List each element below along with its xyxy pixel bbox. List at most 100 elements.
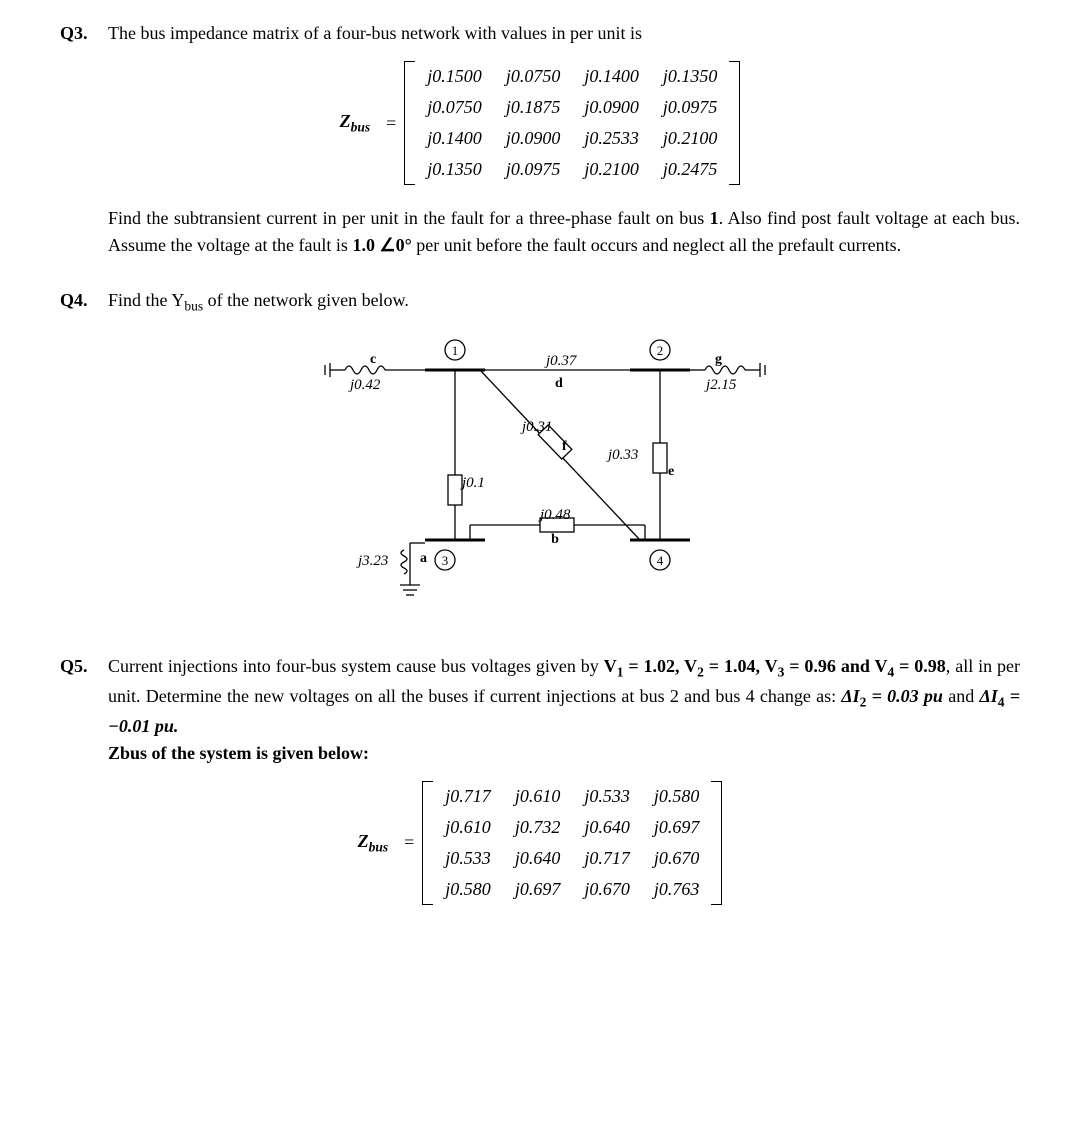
- m-cell: j0.2100: [572, 154, 651, 185]
- m-cell: j0.2533: [572, 123, 651, 154]
- m-cell: j0.610: [503, 781, 573, 812]
- bracket-right: [711, 781, 722, 905]
- q5-body: Current injections into four-bus system …: [108, 653, 1020, 767]
- m-cell: j0.640: [503, 843, 573, 874]
- q3-p1a: Find the subtransient current in per uni…: [108, 208, 710, 228]
- q4-block: Q4. Find the Ybus of the network given b…: [60, 287, 1020, 625]
- zbus-Z: Z: [340, 111, 351, 131]
- lbl-b: b: [551, 532, 559, 547]
- m-cell: j0.2100: [651, 123, 730, 154]
- node-3-label: 3: [442, 553, 449, 568]
- di2: ΔI: [841, 686, 859, 706]
- m-cell: j0.1350: [415, 154, 494, 185]
- q5-head: Q5. Current injections into four-bus sys…: [60, 653, 1020, 767]
- m-cell: j0.580: [642, 781, 712, 812]
- m-cell: j0.0975: [651, 92, 730, 123]
- q5-block: Q5. Current injections into four-bus sys…: [60, 653, 1020, 905]
- v2l: V: [684, 656, 697, 676]
- imp-j031: j0.31: [520, 419, 552, 435]
- eq-sign: =: [404, 829, 414, 856]
- zbus-Z: Z: [358, 831, 369, 851]
- imp-j01: j0.1: [460, 475, 485, 491]
- q3-para: Find the subtransient current in per uni…: [108, 205, 1020, 259]
- q4-ta: Find the Y: [108, 290, 184, 310]
- q3-intro: The bus impedance matrix of a four-bus n…: [108, 20, 1020, 47]
- q4-head: Q4. Find the Ybus of the network given b…: [60, 287, 1020, 317]
- m-cell: j0.717: [433, 781, 503, 812]
- q5-num: Q5.: [60, 653, 108, 680]
- and: and: [948, 686, 979, 706]
- lbl-f: f: [562, 439, 567, 454]
- node-2: 2: [650, 340, 670, 360]
- di4s: 4: [998, 694, 1005, 709]
- di2v: = 0.03 pu: [866, 686, 943, 706]
- q5-p1a: Current injections into four-bus system …: [108, 656, 604, 676]
- q3-matrix: j0.1500 j0.0750 j0.1400 j0.1350 j0.0750 …: [415, 61, 729, 185]
- m-cell: j0.1400: [415, 123, 494, 154]
- m-cell: j0.717: [572, 843, 642, 874]
- bracket-left: [404, 61, 415, 185]
- m-cell: j0.2475: [651, 154, 730, 185]
- m-cell: j0.580: [433, 874, 503, 905]
- imp-j323: j3.23: [356, 553, 388, 569]
- zbus-sub: bus: [369, 839, 389, 854]
- m-cell: j0.533: [433, 843, 503, 874]
- bracket-left: [422, 781, 433, 905]
- lbl-c: c: [370, 352, 376, 367]
- q3-matrix-box: j0.1500 j0.0750 j0.1400 j0.1350 j0.0750 …: [404, 61, 740, 185]
- m-cell: j0.1400: [572, 61, 651, 92]
- m-cell: j0.732: [503, 812, 573, 843]
- q5-matrix-box: j0.717 j0.610 j0.533 j0.580 j0.610 j0.73…: [422, 781, 722, 905]
- m-cell: j0.0750: [494, 61, 573, 92]
- deg-symbol: [405, 235, 412, 255]
- lbl-e: e: [668, 464, 674, 479]
- v3l: V: [765, 656, 778, 676]
- v1eq: = 1.02,: [623, 656, 684, 676]
- imp-j033: j0.33: [606, 447, 638, 463]
- v4l: V: [874, 656, 887, 676]
- v2s: 2: [697, 664, 704, 679]
- q5-matrix-wrap: Zbus = j0.717 j0.610 j0.533 j0.580 j0.61…: [60, 781, 1020, 905]
- q4-tsub: bus: [184, 299, 203, 314]
- m-cell: j0.670: [642, 843, 712, 874]
- imp-j215: j2.15: [704, 377, 737, 393]
- di4: ΔI: [979, 686, 997, 706]
- m-cell: j0.1350: [651, 61, 730, 92]
- q3-matrix-wrap: Zbus = j0.1500 j0.0750 j0.1400 j0.1350 j…: [60, 61, 1020, 185]
- node-1: 1: [445, 340, 465, 360]
- q3-p1c: per unit before the fault occurs and neg…: [412, 235, 901, 255]
- v4eq: = 0.98: [894, 656, 946, 676]
- m-cell: j0.0900: [494, 123, 573, 154]
- q5-zbus-label: Zbus: [358, 828, 389, 858]
- m-cell: j0.1500: [415, 61, 494, 92]
- node-3: 3: [435, 550, 455, 570]
- imp-j037: j0.37: [544, 353, 578, 369]
- bracket-right: [729, 61, 740, 185]
- q4-num: Q4.: [60, 287, 108, 314]
- node-1-label: 1: [452, 343, 459, 358]
- m-cell: j0.610: [433, 812, 503, 843]
- q3-block: Q3. The bus impedance matrix of a four-b…: [60, 20, 1020, 259]
- v1l: V: [604, 656, 617, 676]
- m-cell: j0.533: [572, 781, 642, 812]
- m-cell: j0.670: [572, 874, 642, 905]
- q4-diagram: 1 2 3 4: [290, 325, 790, 625]
- v2eq: = 1.04,: [704, 656, 765, 676]
- q5-p2: Zbus of the system is given below:: [108, 743, 369, 763]
- lbl-d: d: [555, 376, 563, 391]
- imp-j042: j0.42: [348, 377, 381, 393]
- node-2-label: 2: [657, 343, 664, 358]
- m-cell: j0.697: [642, 812, 712, 843]
- m-cell: j0.697: [503, 874, 573, 905]
- m-cell: j0.763: [642, 874, 712, 905]
- m-cell: j0.0750: [415, 92, 494, 123]
- lbl-g: g: [715, 352, 722, 367]
- q4-diagram-wrap: 1 2 3 4: [60, 325, 1020, 625]
- eq-sign: =: [386, 110, 396, 137]
- q5-matrix: j0.717 j0.610 j0.533 j0.580 j0.610 j0.73…: [433, 781, 711, 905]
- node-4-label: 4: [657, 553, 664, 568]
- m-cell: j0.0975: [494, 154, 573, 185]
- q3-pfv: 1.0 ∠0: [352, 235, 404, 255]
- q3-head: Q3. The bus impedance matrix of a four-b…: [60, 20, 1020, 47]
- q3-num: Q3.: [60, 20, 108, 47]
